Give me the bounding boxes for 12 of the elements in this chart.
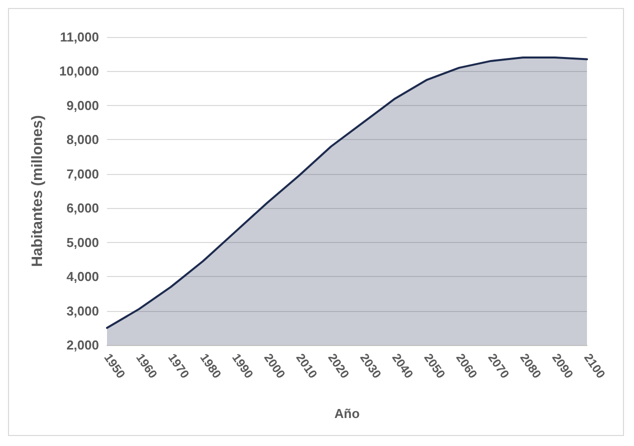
- y-axis-title: Habitantes (millones): [29, 115, 46, 267]
- y-tick-label: 11,000: [60, 30, 99, 44]
- x-axis-title: Año: [334, 406, 360, 421]
- y-tick-label: 4,000: [66, 269, 99, 284]
- y-tick-label: 2,000: [66, 338, 99, 352]
- y-tick-label: 3,000: [66, 303, 99, 318]
- y-tick-label: 8,000: [66, 132, 99, 148]
- y-tick-label: 7,000: [66, 166, 99, 182]
- y-tick-label: 9,000: [66, 98, 99, 113]
- y-tick-label: 5,000: [66, 234, 99, 250]
- y-tick-label: 6,000: [66, 200, 99, 216]
- y-tick-label: 10,000: [59, 64, 99, 79]
